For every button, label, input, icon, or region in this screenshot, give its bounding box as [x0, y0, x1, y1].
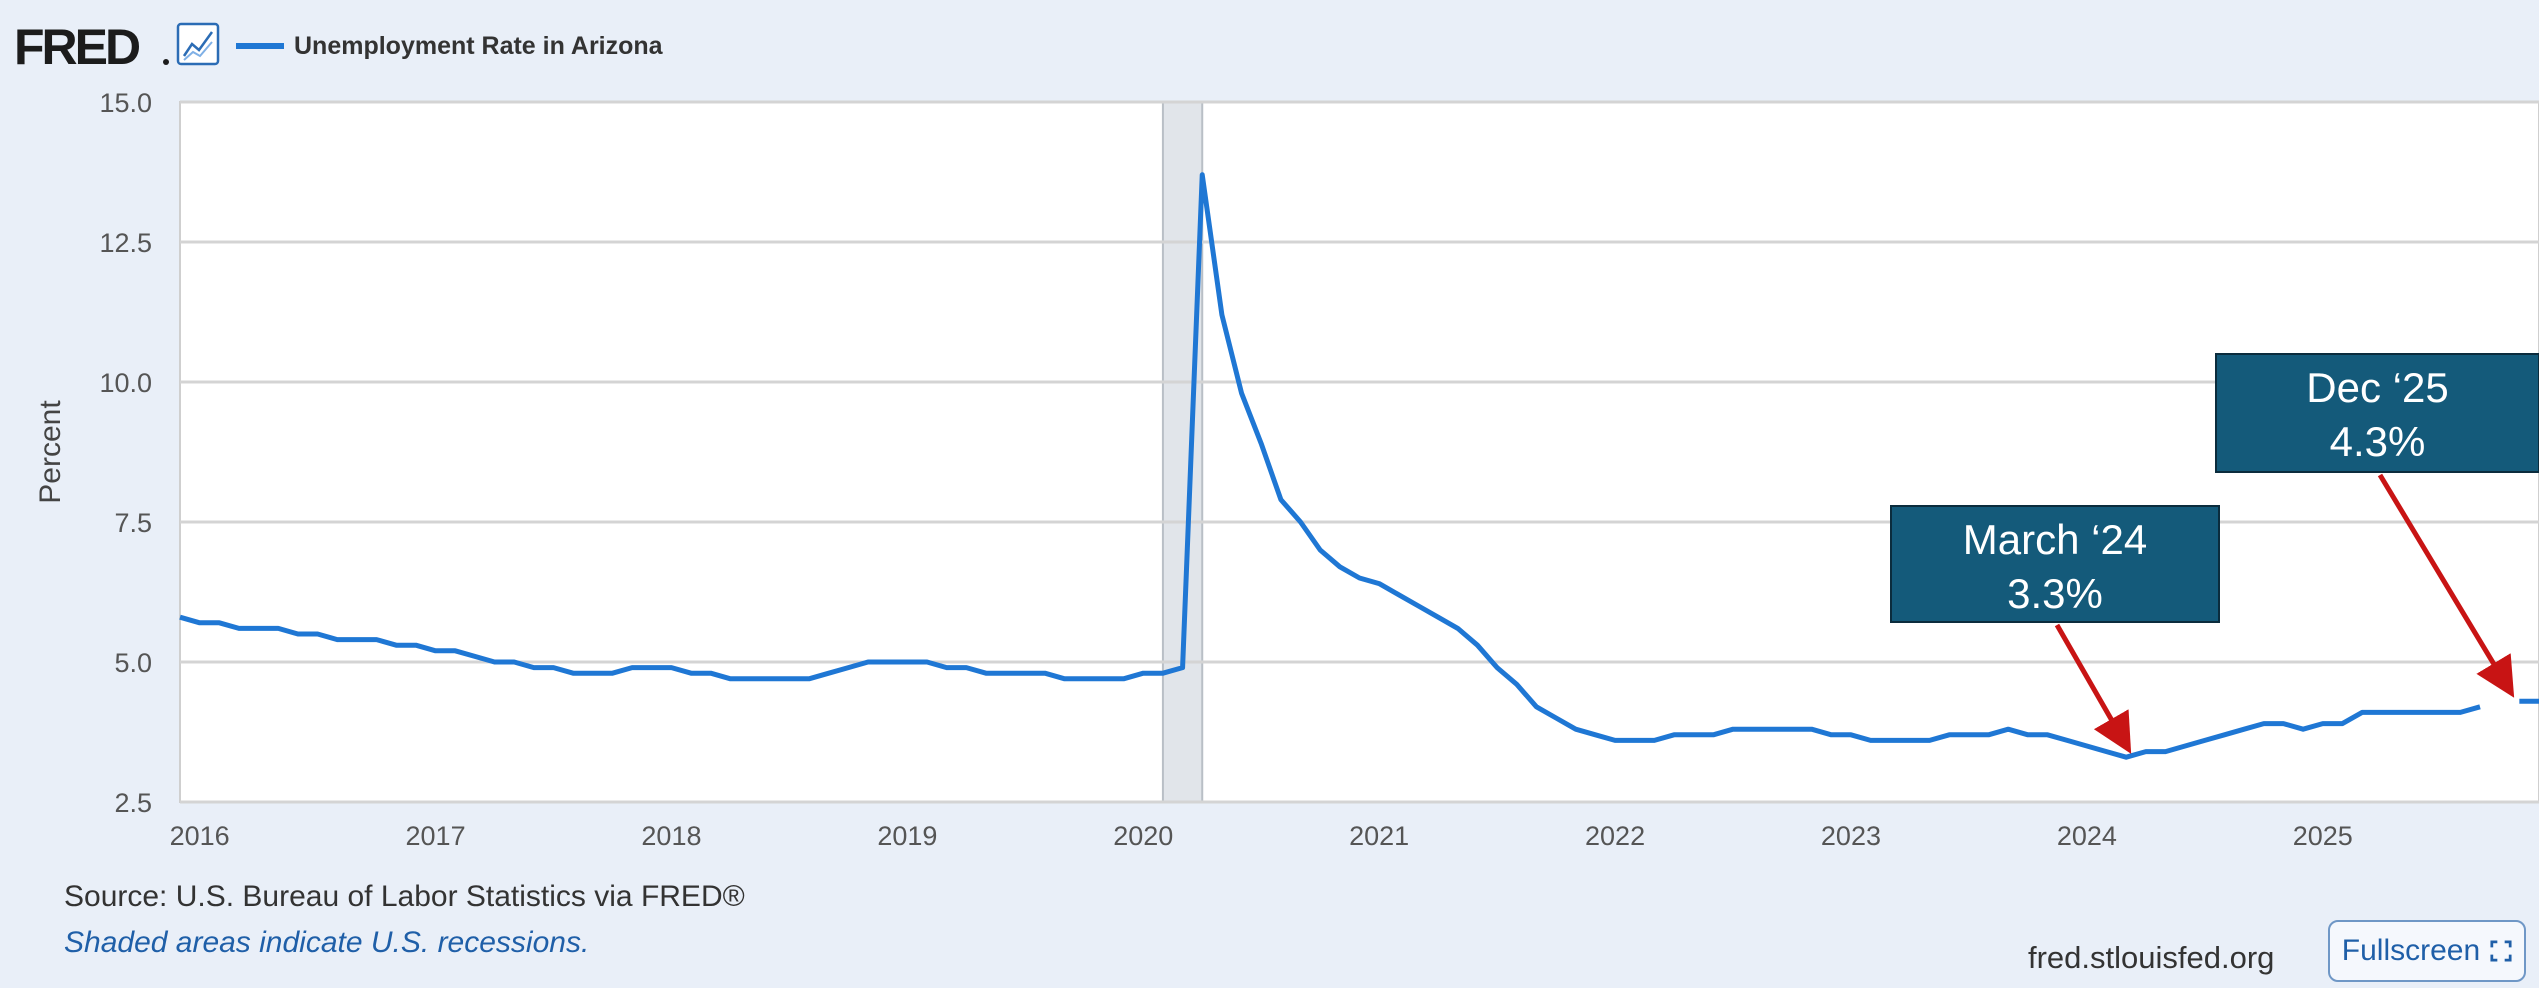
y-tick-label: 2.5 — [114, 788, 152, 818]
y-tick-labels: 15.0 12.5 10.0 7.5 5.0 2.5 — [99, 88, 152, 818]
x-tick-label: 2024 — [2057, 821, 2117, 851]
legend-series-label: Unemployment Rate in Arizona — [294, 32, 664, 60]
fred-logo-dot — [163, 59, 169, 65]
source-text: Source: U.S. Bureau of Labor Statistics … — [64, 880, 745, 913]
fullscreen-button[interactable]: Fullscreen — [2328, 920, 2526, 982]
callout-value-1: 4.3% — [2330, 418, 2426, 465]
callout-box-1 — [2215, 353, 2539, 473]
x-tick-label: 2019 — [877, 821, 937, 851]
y-axis-label: Percent — [34, 400, 67, 504]
line-chart-icon[interactable] — [176, 22, 220, 66]
y-tick-label: 12.5 — [99, 228, 152, 258]
x-tick-label: 2017 — [406, 821, 466, 851]
site-url[interactable]: fred.stlouisfed.org — [2028, 940, 2274, 975]
recession-shading-group — [1161, 101, 1204, 803]
x-tick-label: 2018 — [641, 821, 701, 851]
fred-logo-text[interactable]: FRED — [14, 19, 143, 75]
x-tick-label: 2020 — [1113, 821, 1173, 851]
callout-label-1: Dec ‘25 — [2306, 364, 2448, 411]
y-tick-label: 5.0 — [114, 648, 152, 678]
plot-area — [179, 101, 2539, 803]
x-tick-label: 2016 — [170, 821, 230, 851]
x-tick-label: 2023 — [1821, 821, 1881, 851]
callout-arrow-0 — [2054, 623, 2132, 754]
fullscreen-icon — [2490, 940, 2512, 962]
x-tick-label: 2025 — [2293, 821, 2353, 851]
x-tick-label: 2022 — [1585, 821, 1645, 851]
y-tick-label: 7.5 — [114, 508, 152, 538]
callout-label-0: March ‘24 — [1963, 516, 2147, 563]
y-tick-label: 15.0 — [99, 88, 152, 118]
x-tick-label: 2021 — [1349, 821, 1409, 851]
callout-value-0: 3.3% — [2007, 570, 2103, 617]
fullscreen-label: Fullscreen — [2341, 934, 2481, 967]
gridlines — [180, 100, 2539, 804]
recession-band-0 — [1161, 101, 1204, 803]
annotations-group: March ‘24 3.3% Dec ‘25 4.3% — [1890, 353, 2539, 754]
y-tick-label: 10.0 — [99, 368, 152, 398]
x-tick-labels: 2016 2017 2018 2019 2020 2021 2022 2023 2024 2025 — [170, 821, 2353, 851]
callout-box-0 — [1890, 505, 2220, 623]
callout-arrow-1 — [2377, 473, 2515, 698]
recession-note: Shaded areas indicate U.S. recessions. — [64, 926, 589, 959]
